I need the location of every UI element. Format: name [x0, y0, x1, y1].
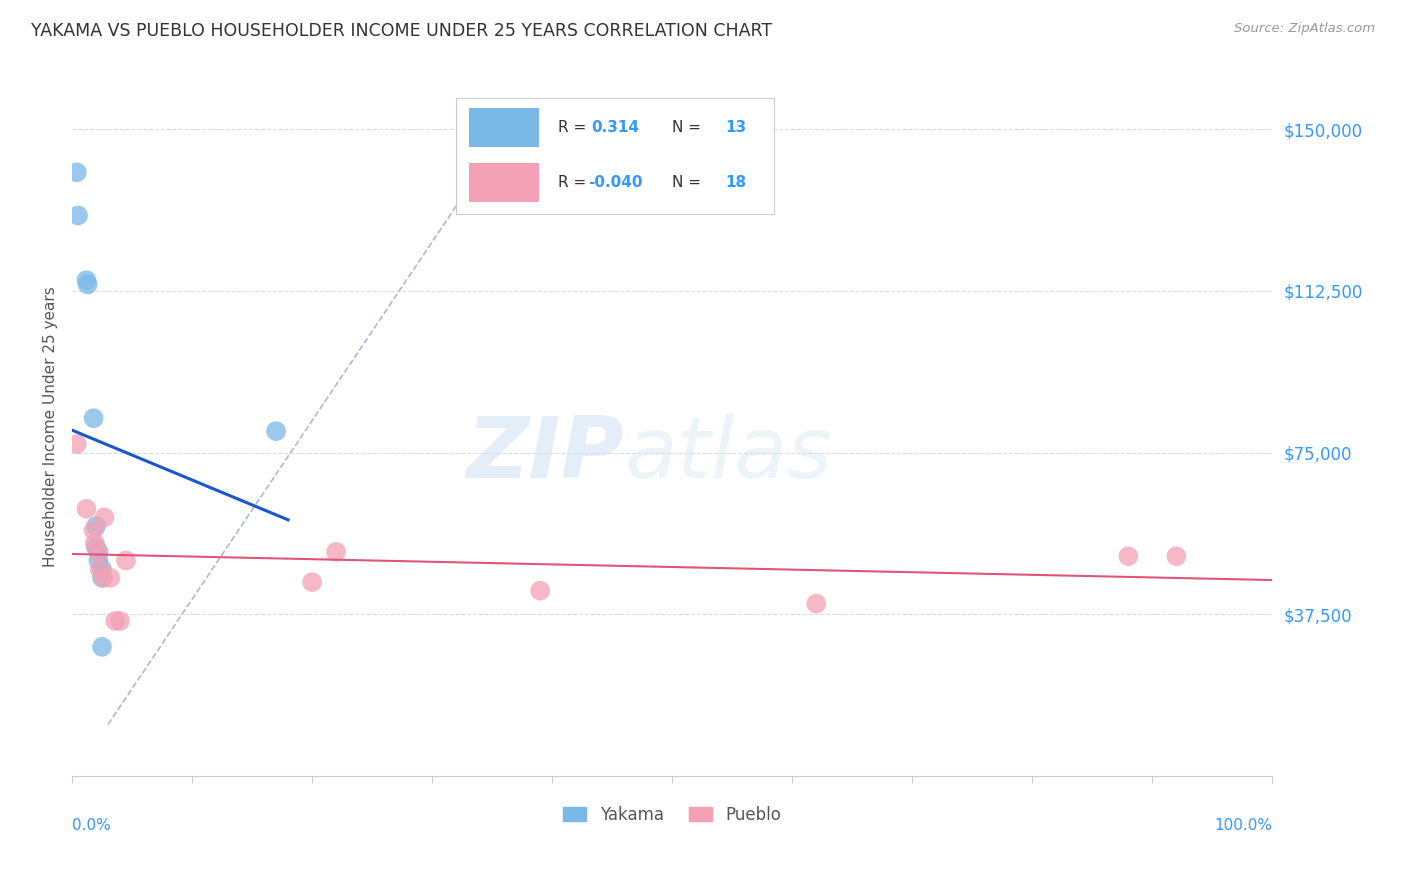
Point: [84, 519, 107, 533]
Point: [104, 614, 127, 628]
Text: 0.0%: 0.0%: [72, 818, 111, 833]
Point: [264, 424, 287, 438]
Y-axis label: Householder Income Under 25 years: Householder Income Under 25 years: [44, 286, 58, 567]
Point: [91, 571, 114, 585]
Text: 100.0%: 100.0%: [1215, 818, 1272, 833]
Point: [108, 614, 131, 628]
Text: atlas: atlas: [624, 413, 832, 496]
Point: [91, 571, 114, 585]
Point: [76, 277, 98, 292]
Text: Source: ZipAtlas.com: Source: ZipAtlas.com: [1234, 22, 1375, 36]
Point: [87, 553, 110, 567]
Point: [529, 583, 551, 598]
Point: [87, 545, 110, 559]
Point: [87, 545, 110, 559]
Point: [83, 524, 105, 538]
Point: [84, 541, 107, 555]
Point: [100, 571, 122, 585]
Point: [83, 411, 105, 425]
Text: YAKAMA VS PUEBLO HOUSEHOLDER INCOME UNDER 25 YEARS CORRELATION CHART: YAKAMA VS PUEBLO HOUSEHOLDER INCOME UNDE…: [31, 22, 772, 40]
Point: [66, 437, 89, 451]
Point: [75, 501, 97, 516]
Point: [75, 273, 97, 287]
Point: [83, 536, 105, 550]
Point: [89, 562, 111, 576]
Point: [93, 510, 115, 524]
Point: [91, 640, 114, 654]
Point: [91, 562, 114, 576]
Text: ZIP: ZIP: [467, 413, 624, 496]
Point: [301, 575, 323, 590]
Legend: Yakama, Pueblo: Yakama, Pueblo: [557, 799, 787, 830]
Point: [66, 209, 89, 223]
Point: [325, 545, 347, 559]
Point: [1118, 549, 1140, 564]
Point: [66, 165, 89, 179]
Point: [806, 597, 828, 611]
Point: [1166, 549, 1188, 564]
Point: [115, 553, 138, 567]
